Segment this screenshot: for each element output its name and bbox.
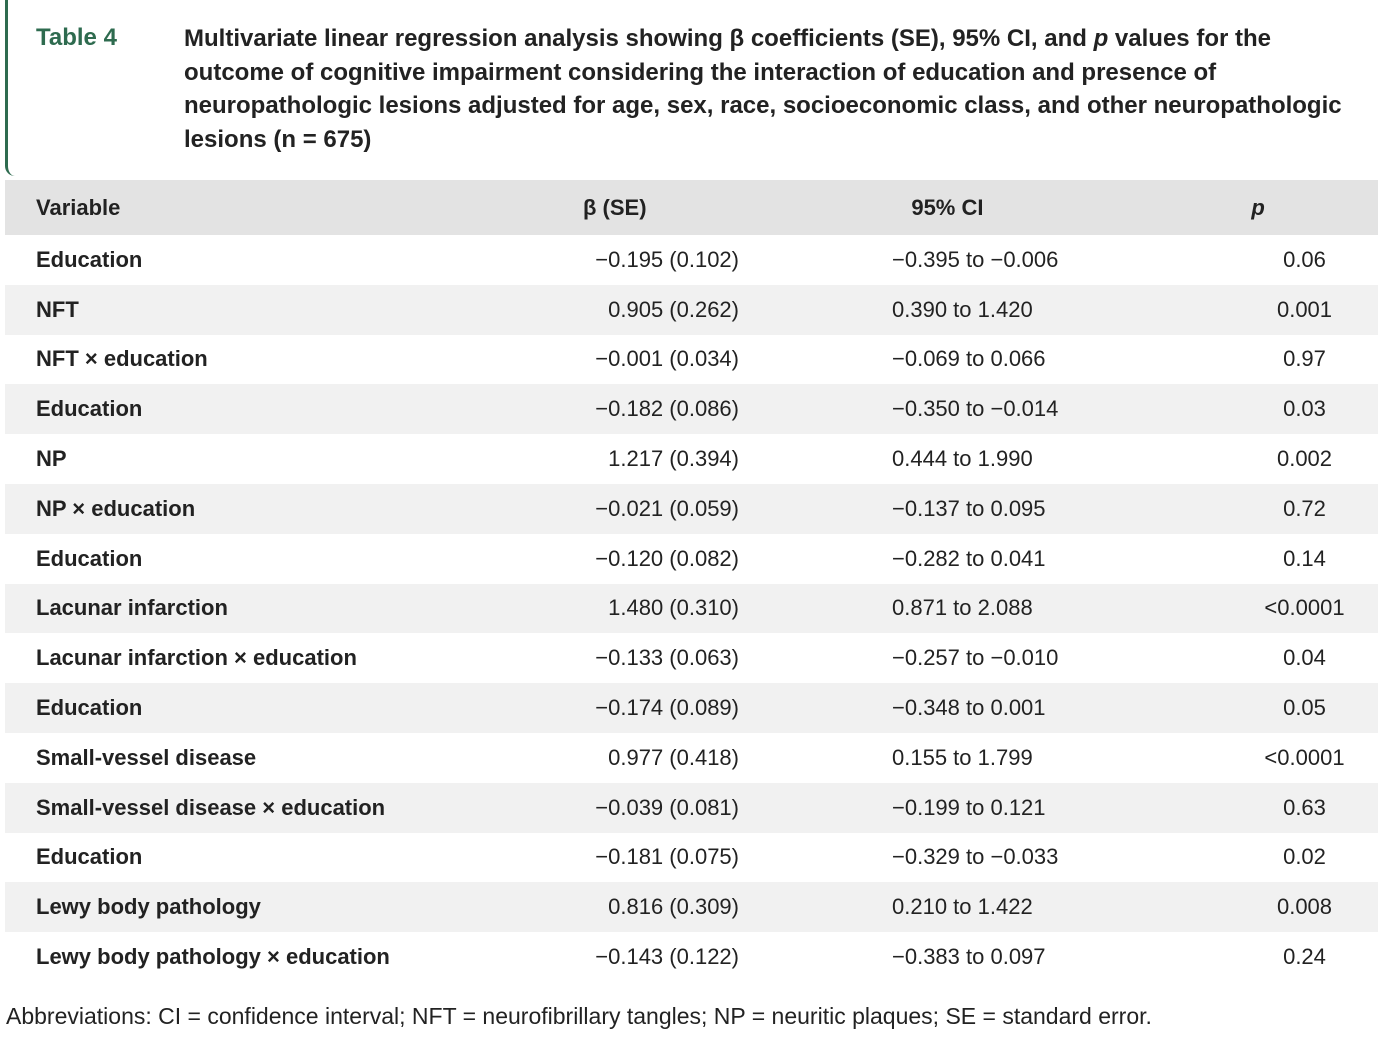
table-cell: Education xyxy=(36,396,143,422)
title-text: Multivariate linear regression analysis … xyxy=(184,25,1094,52)
table-cell: 0.444 to 1.990 xyxy=(892,446,1033,472)
table-cell: Small-vessel disease xyxy=(36,744,257,770)
table-cell: −0.348 to 0.001 xyxy=(892,695,1046,721)
table-cell: Lacunar infarction × education xyxy=(36,645,357,671)
table-label: Table 4 xyxy=(36,24,117,51)
table-cell: Education xyxy=(36,844,143,870)
title-text: p xyxy=(1093,25,1109,52)
table-row: Lacunar infarction × education −0.133 (0.… xyxy=(5,633,1378,683)
table-row: Small-vessel disease 0.977 (0.418) 0.155 t… xyxy=(5,733,1378,783)
table-cell: Education xyxy=(36,695,143,721)
table-cell: −0.174 (0.089) xyxy=(595,695,739,721)
table-cell: 0.001 xyxy=(1276,296,1333,322)
table-cell: Education xyxy=(36,545,143,571)
table-cell: −0.257 to −0.010 xyxy=(892,645,1059,671)
table-cell: 0.14 xyxy=(1283,545,1326,571)
table-cell: 0.72 xyxy=(1283,495,1326,521)
table-cell: <0.0001 xyxy=(1264,595,1345,621)
table-header: Table 4 Multivariate linear regression a… xyxy=(5,0,1376,176)
table-row: Small-vessel disease × education −0.039 (… xyxy=(5,782,1378,833)
table-row: NP × education −0.021 (0.059) −0.137 to 0.… xyxy=(5,483,1378,534)
table-cell: 0.905 (0.262) xyxy=(608,296,739,322)
table-cell: 1.480 (0.310) xyxy=(608,595,739,621)
table-cell: −0.133 (0.063) xyxy=(595,645,739,671)
table-row: Lacunar infarction 1.480 (0.310) 0.871 to … xyxy=(5,583,1378,634)
table-cell: −0.195 (0.102) xyxy=(595,246,739,272)
table-cell: −0.199 to 0.121 xyxy=(892,794,1046,820)
table-cell: −0.383 to 0.097 xyxy=(892,944,1046,970)
table-row: NFT 0.905 (0.262) 0.390 to 1.420 0.001 xyxy=(5,284,1378,335)
table-row: Education −0.120 (0.082) −0.282 to 0.041 0.… xyxy=(5,534,1378,584)
column-header: 95% CI xyxy=(911,194,984,220)
table-cell: 0.210 to 1.422 xyxy=(892,894,1033,920)
table-cell: −0.182 (0.086) xyxy=(595,396,739,422)
column-header: Variable xyxy=(36,194,121,220)
table-cell: Lewy body pathology xyxy=(36,894,261,920)
table-cell: 1.217 (0.394) xyxy=(608,446,739,472)
table-row: Education −0.195 (0.102) −0.395 to −0.006 0… xyxy=(5,235,1378,285)
table-cell: −0.021 (0.059) xyxy=(595,495,739,521)
table-cell: Small-vessel disease × education xyxy=(36,794,386,820)
table-cell: 0.008 xyxy=(1276,894,1333,920)
table-cell: −0.181 (0.075) xyxy=(595,844,739,870)
table-cell: 0.24 xyxy=(1283,944,1326,970)
footnote: Abbreviations: CI = confidence interval;… xyxy=(6,1003,1152,1029)
table-cell: NFT xyxy=(36,296,79,322)
table-row: Education −0.182 (0.086) −0.350 to −0.014 0… xyxy=(5,384,1378,435)
table-cell: −0.395 to −0.006 xyxy=(892,246,1059,272)
table-cell: NP × education xyxy=(36,495,196,521)
table-cell: 0.03 xyxy=(1283,396,1326,422)
table-cell: 0.816 (0.309) xyxy=(608,894,739,920)
table-cell: 0.06 xyxy=(1283,246,1326,272)
table-cell: 0.871 to 2.088 xyxy=(892,595,1033,621)
table-cell: Education xyxy=(36,246,143,272)
table-row: Education −0.174 (0.089) −0.348 to 0.001 0.… xyxy=(5,683,1378,733)
table-cell: 0.63 xyxy=(1283,794,1326,820)
table-cell: <0.0001 xyxy=(1264,744,1345,770)
table-row: Education −0.181 (0.075) −0.329 to −0.033 0… xyxy=(5,833,1378,883)
table-cell: −0.329 to −0.033 xyxy=(892,844,1059,870)
table-cell: NP xyxy=(36,446,67,472)
table-cell: 0.02 xyxy=(1283,844,1326,870)
table-row: NFT × education −0.001 (0.034) −0.069 to 0… xyxy=(5,335,1378,385)
table-cell: NFT × education xyxy=(36,346,208,372)
table-cell: −0.039 (0.081) xyxy=(595,794,739,820)
table-cell: 0.05 xyxy=(1283,695,1326,721)
table: Variable β (SE) 95% CI p Education −0.195 (0.… xyxy=(5,180,1378,982)
column-header: β (SE) xyxy=(582,194,647,220)
table-cell: Lacunar infarction xyxy=(36,595,228,621)
table-row: Lewy body pathology 0.816 (0.309) 0.210 to… xyxy=(5,882,1378,933)
table-cell: 0.155 to 1.799 xyxy=(892,744,1033,770)
table-cell: 0.977 (0.418) xyxy=(608,744,739,770)
table-cell: 0.04 xyxy=(1283,645,1326,671)
table-cell: −0.143 (0.122) xyxy=(595,944,739,970)
table-cell: −0.120 (0.082) xyxy=(595,545,739,571)
column-header: p xyxy=(1251,194,1265,220)
table-cell: 0.002 xyxy=(1276,446,1333,472)
table-cell: −0.001 (0.034) xyxy=(595,346,739,372)
table-title: Multivariate linear regression analysis … xyxy=(184,22,1364,156)
table-cell: −0.282 to 0.041 xyxy=(892,545,1046,571)
table-cell: 0.97 xyxy=(1283,346,1326,372)
table-cell: Lewy body pathology × education xyxy=(36,944,390,970)
table-cell: −0.069 to 0.066 xyxy=(892,346,1046,372)
table-cell: −0.350 to −0.014 xyxy=(892,396,1059,422)
table-cell: −0.137 to 0.095 xyxy=(892,495,1046,521)
title-text: values for the outcome of cognitive impa… xyxy=(184,25,1342,153)
table-row: NP 1.217 (0.394) 0.444 to 1.990 0.002 xyxy=(5,434,1378,484)
header-row: Variable β (SE) 95% CI p xyxy=(5,180,1378,235)
table-row: Lewy body pathology × education −0.143 (0… xyxy=(5,932,1378,982)
table-cell: 0.390 to 1.420 xyxy=(892,296,1033,322)
